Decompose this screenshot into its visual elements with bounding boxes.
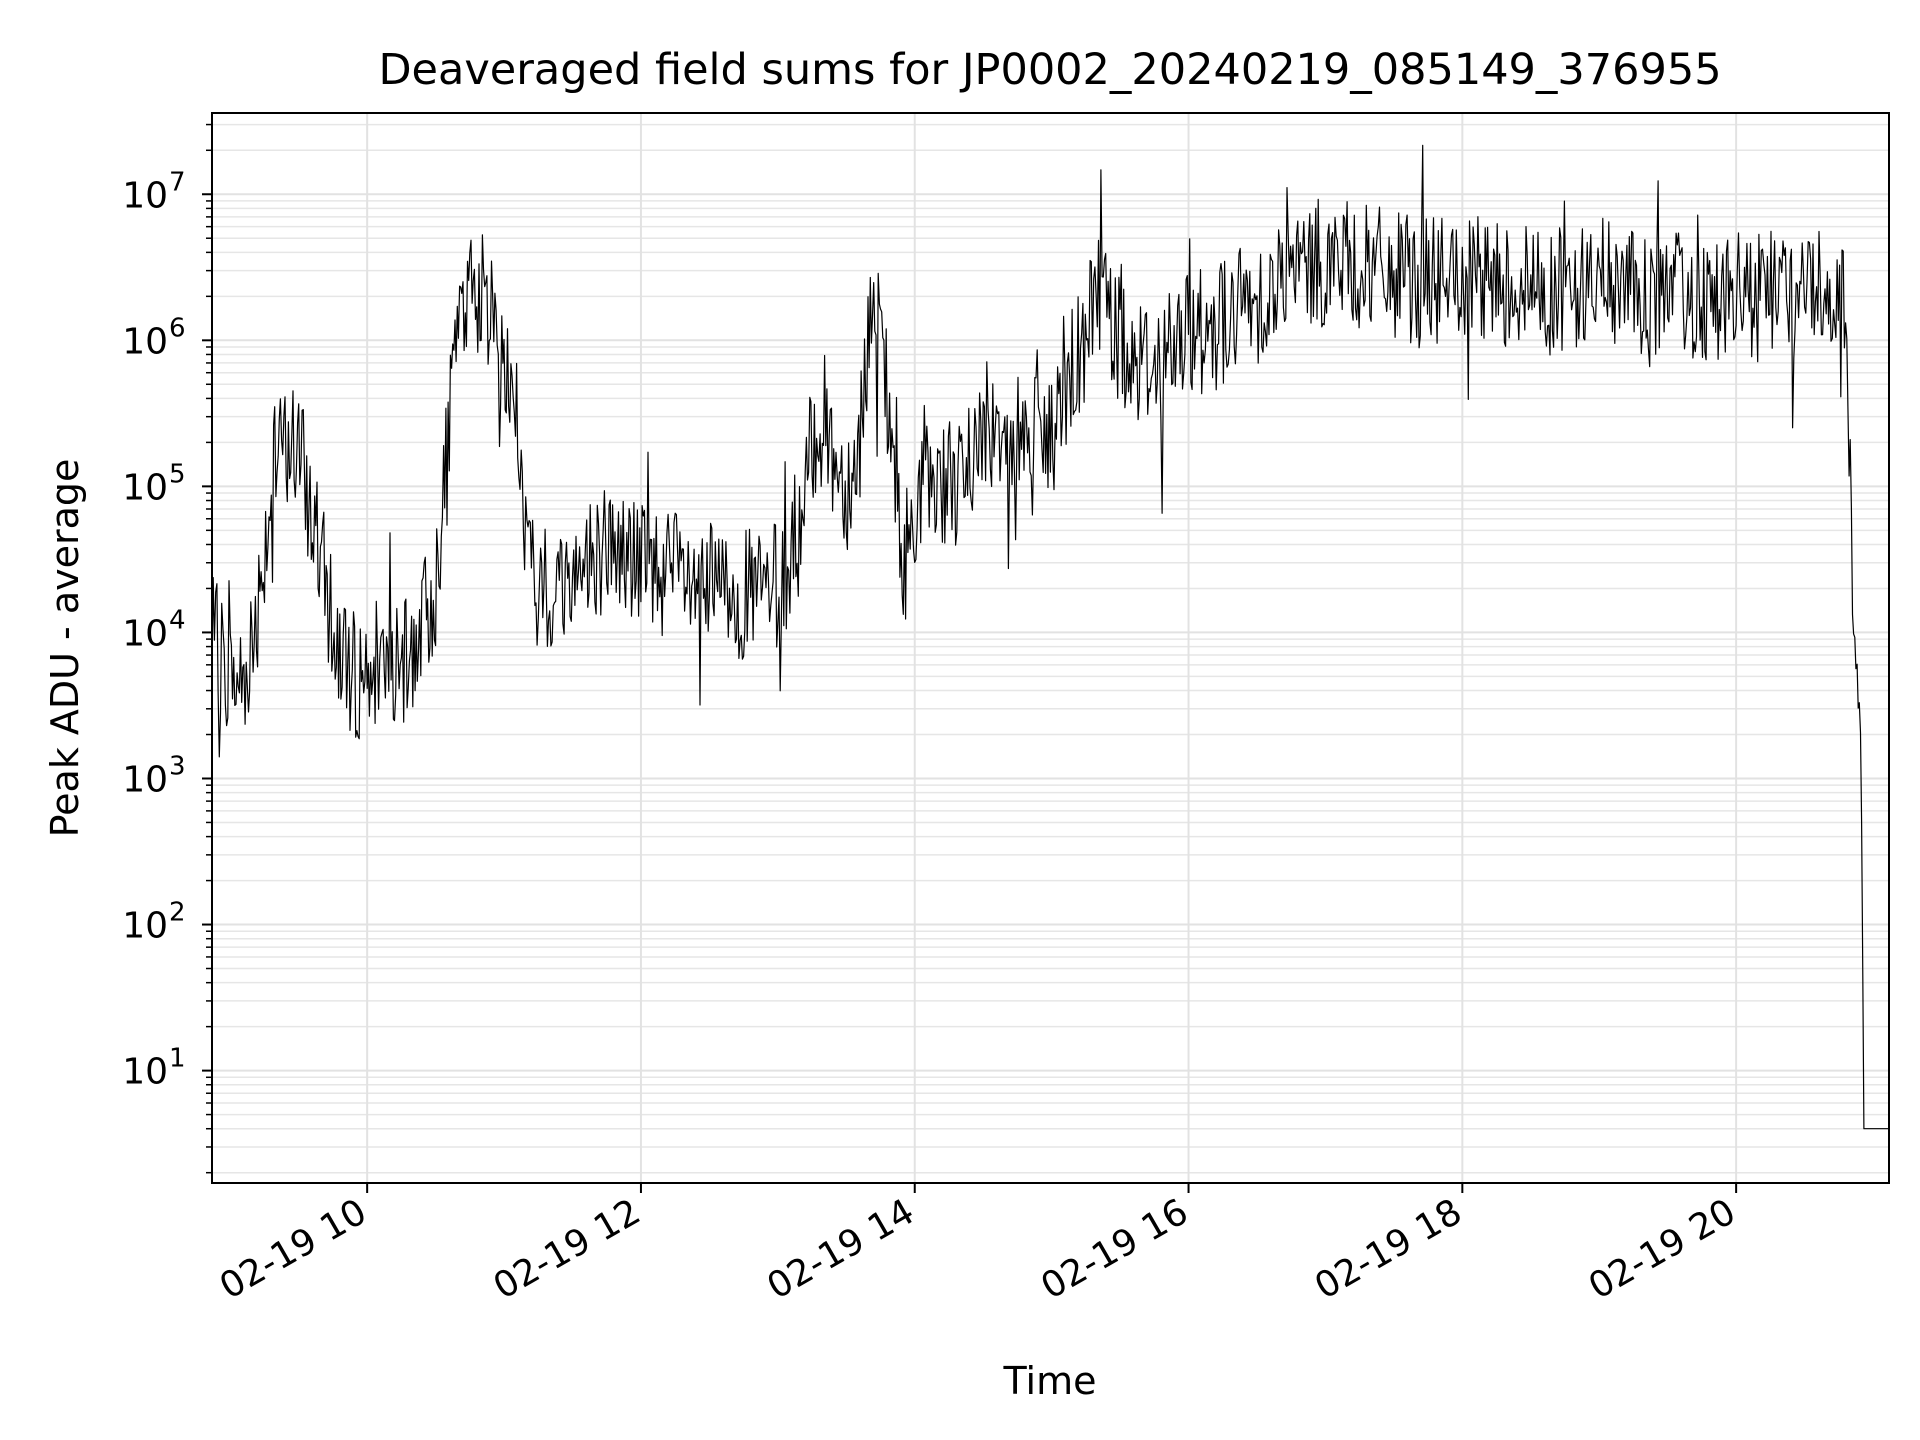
y-axis-label: Peak ADU - average bbox=[43, 459, 87, 838]
x-axis-label: Time bbox=[1003, 1359, 1097, 1403]
y-tick-label-exponent: 1 bbox=[169, 1044, 186, 1074]
y-tick-label: 10 bbox=[122, 1052, 168, 1093]
y-tick-label: 10 bbox=[122, 613, 168, 654]
series-line bbox=[211, 144, 1889, 1130]
series-layer bbox=[211, 144, 1889, 1130]
y-tick-label-exponent: 5 bbox=[169, 459, 186, 489]
chart-title: Deaveraged field sums for JP0002_2024021… bbox=[378, 45, 1721, 95]
y-tick-label: 10 bbox=[122, 906, 168, 947]
y-tick-label-exponent: 6 bbox=[169, 313, 186, 343]
y-tick-label: 10 bbox=[122, 759, 168, 800]
y-tick-label-exponent: 3 bbox=[169, 751, 186, 781]
y-tick-label: 10 bbox=[122, 175, 168, 216]
y-tick-label: 10 bbox=[122, 467, 168, 508]
grid-lines bbox=[212, 113, 1889, 1183]
y-tick-label-exponent: 4 bbox=[169, 605, 186, 635]
y-tick-label: 10 bbox=[122, 321, 168, 362]
y-tick-label-exponent: 7 bbox=[169, 167, 186, 197]
plot-area-frame bbox=[211, 112, 1890, 1184]
y-tick-label-exponent: 2 bbox=[169, 898, 186, 928]
